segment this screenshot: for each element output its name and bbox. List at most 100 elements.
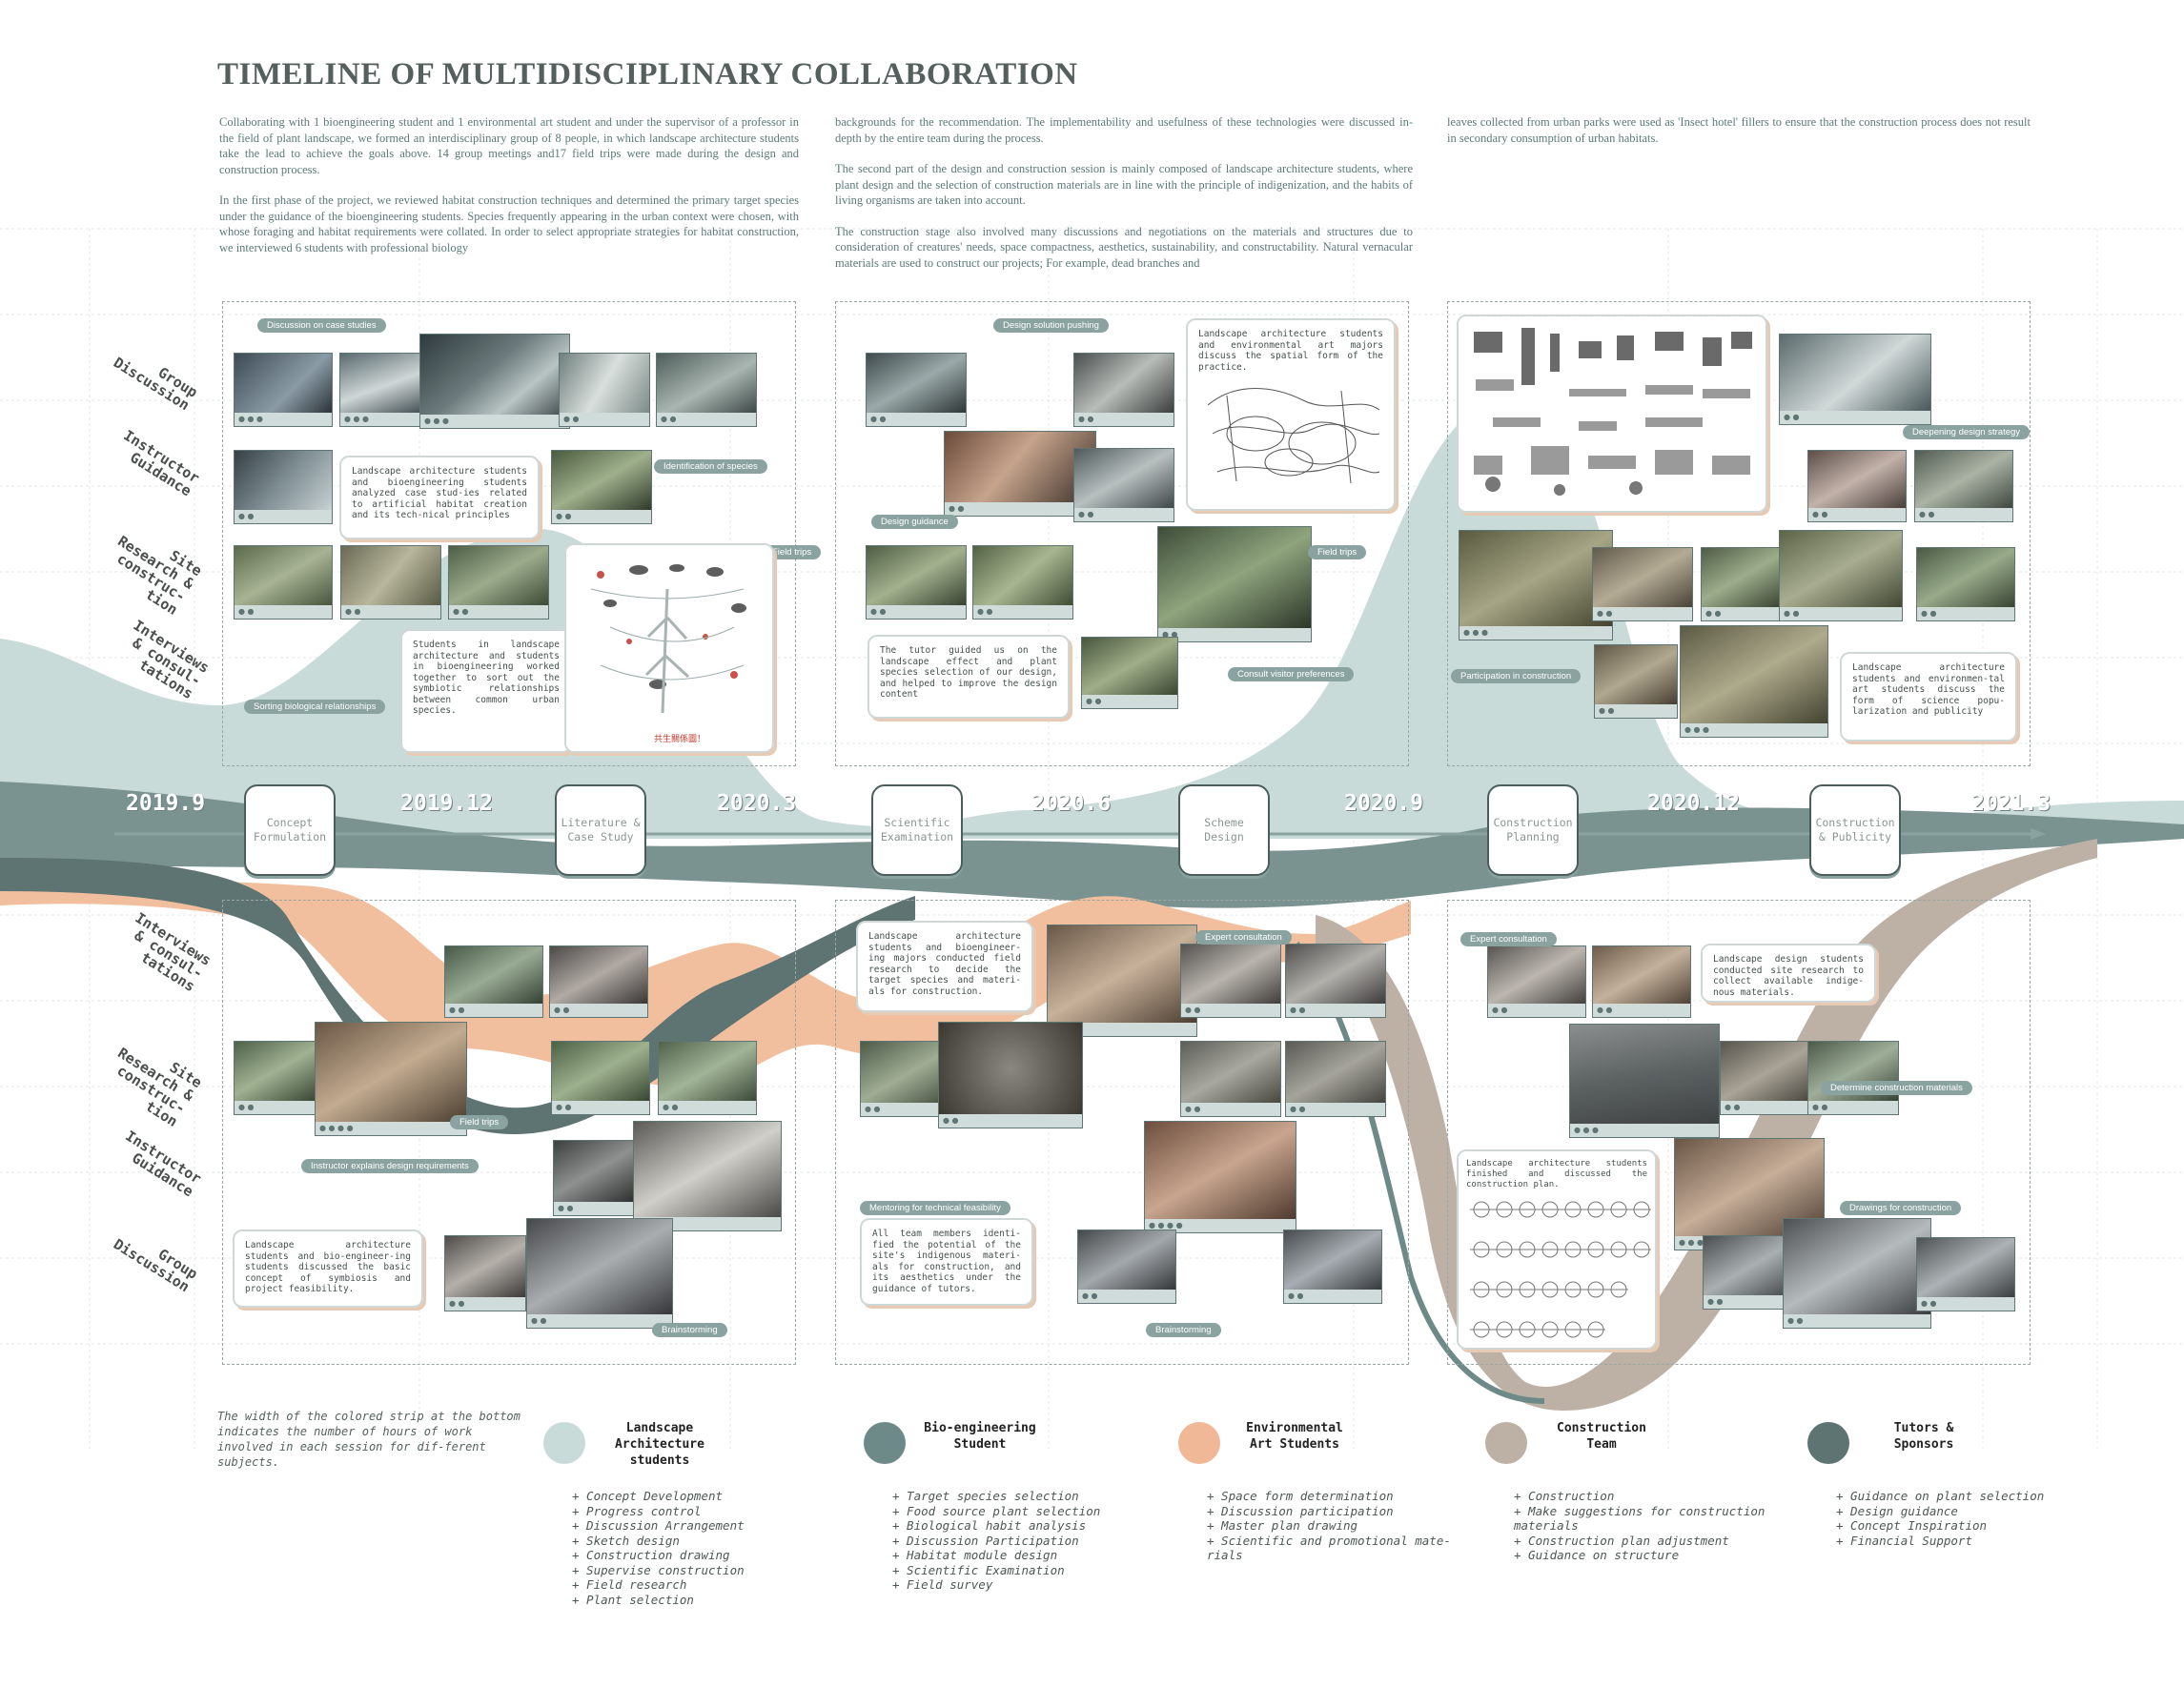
callout-field-research: Landscape architecture students and bioe… (856, 921, 1033, 1012)
photo: ● ● (658, 1041, 757, 1115)
responsibility-item: + Space form determination (1207, 1489, 1394, 1503)
callout-case-analysis: Landscape architecture students and bioe… (339, 456, 540, 539)
spatial-sketch (1207, 388, 1380, 484)
photo: ● ● (1779, 530, 1903, 621)
photo: ● ● (1783, 1218, 1931, 1329)
responsibility-item: + Construction plan adjustment (1514, 1533, 1729, 1548)
responsibility-item: + Scientific and promotional mate-rials (1207, 1533, 1451, 1563)
intro-paragraph: Collaborating with 1 bioengineering stud… (219, 115, 799, 176)
tag-field-trips: Field trips (763, 545, 822, 559)
intro-column-1: Collaborating with 1 bioengineering stud… (219, 114, 799, 271)
responsibility-item: + Progress control (572, 1503, 702, 1518)
tag-field-trips-3: Field trips (450, 1115, 509, 1129)
photo: ● ● ● ● (1144, 1121, 1296, 1233)
photo: ● ● (1180, 944, 1281, 1018)
intro-paragraph: The second part of the design and constr… (835, 162, 1413, 207)
stage-label: Scientific Examination (880, 816, 954, 844)
photo: ● ● (559, 353, 650, 427)
photo: ● ● (938, 1022, 1083, 1128)
photo: ● ● (234, 545, 333, 620)
responsibility-item: + Financial Support (1836, 1533, 1972, 1548)
responsibility-item: + Habitat module design (892, 1548, 1058, 1562)
responsibility-item: + Field research (572, 1577, 687, 1592)
intro-column-2: backgrounds for the recommendation. The … (835, 114, 1413, 286)
photo: ● ● ● ● (315, 1022, 467, 1136)
responsibility-item: + Food source plant selection (892, 1503, 1101, 1518)
responsibility-item: + Discussion Arrangement (572, 1518, 745, 1533)
legend-swatch (543, 1422, 585, 1464)
legend-name: Landscape Architecture students (615, 1421, 704, 1468)
responsibility-item: + Concept Inspiration (1836, 1518, 1988, 1533)
photo: ● ● (549, 945, 648, 1018)
callout-research-board (1457, 315, 1767, 513)
callout-science-publicity: Landscape architecture students and envi… (1840, 652, 2017, 742)
photo: ● ● (1807, 450, 1907, 522)
responsibility-item: + Construction drawing (572, 1548, 730, 1562)
photo: ● ● (1916, 1237, 2015, 1311)
stage-literature-case-study: Literature & Case Study (555, 784, 646, 876)
stage-scheme-design: Scheme Design (1178, 784, 1270, 876)
photo: ● ● (444, 1235, 526, 1311)
stage-construction-planning: Construction Planning (1487, 784, 1579, 876)
photo: ● ● (1592, 945, 1691, 1018)
intro-paragraph: leaves collected from urban parks were u… (1447, 115, 2031, 145)
photo: ● ● ● (419, 334, 570, 429)
responsibility-item: + Guidance on structure (1514, 1548, 1680, 1562)
photo: ● ● ● (1459, 530, 1613, 640)
legend-swatch (864, 1422, 906, 1464)
stage-label: Literature & Case Study (561, 816, 641, 844)
diagram-caption: 共生關係圖！ (654, 734, 706, 744)
tag-determine-materials: Determine construction materials (1821, 1081, 1972, 1095)
intro-paragraph: In the first phase of the project, we re… (219, 193, 799, 254)
photo: ● ● (972, 545, 1073, 620)
responsibility-item: + Master plan drawing (1207, 1518, 1358, 1533)
photo: ● ● (1779, 334, 1931, 425)
tag-brainstorming-1: Brainstorming (652, 1323, 727, 1337)
tag-brainstorming-2: Brainstorming (1146, 1323, 1221, 1337)
stage-construction-publicity: Construction & Publicity (1809, 784, 1901, 876)
responsibility-item: + Guidance on plant selection (1836, 1489, 2045, 1503)
tag-design-solution: Design solution pushing (993, 318, 1109, 333)
responsibility-item: + Concept Development (572, 1489, 724, 1503)
intro-column-3: leaves collected from urban parks were u… (1447, 114, 2031, 161)
year-label: 2021.3 (1971, 791, 2051, 816)
photo: ● ● (553, 1140, 635, 1216)
intro-paragraph: The construction stage also involved man… (835, 224, 1413, 270)
legend-name: Bio-engineering Student (924, 1421, 1036, 1452)
section-frame-top-2 (835, 301, 1409, 766)
photo: ● ● (1081, 637, 1178, 709)
section-frame-bottom-3 (1447, 900, 2031, 1365)
section-frame-top-3 (1447, 301, 2031, 766)
tag-participation: Participation in construction (1451, 669, 1582, 683)
tag-sorting: Sorting biological relationships (244, 700, 386, 714)
photo: ● ● ● (1047, 925, 1197, 1037)
stage-label: Construction & Publicity (1815, 816, 1895, 844)
photo: ● ● (1594, 644, 1678, 719)
photo: ● ● (866, 353, 967, 427)
callout-symbiosis-concept: Landscape architecture students and bio-… (233, 1230, 423, 1308)
photo: ● ● (526, 1218, 673, 1329)
photo: ● ● (1073, 353, 1174, 427)
legend-swatch (1178, 1422, 1220, 1464)
legend-responsibilities: + Target species selection + Food source… (892, 1489, 1178, 1593)
page-title: TIMELINE OF MULTIDISCIPLINARY COLLABORAT… (217, 57, 1078, 91)
photo: ● ● (448, 545, 549, 620)
year-label: 2020.3 (717, 791, 797, 816)
photo: ● ● (1720, 1041, 1819, 1115)
callout-symbiotic: Students in landscape architecture and s… (400, 629, 572, 753)
responsibility-item: + Sketch design (572, 1533, 680, 1548)
bio-strip (0, 782, 2184, 908)
tag-deepening: Deepening design strategy (1903, 425, 2031, 439)
responsibility-item: + Target species selection (892, 1489, 1079, 1503)
photo: ● ● (1487, 945, 1586, 1018)
tag-design-guidance: Design guidance (871, 515, 958, 529)
tag-drawings: Drawings for construction (1840, 1201, 1962, 1215)
photo: ● ● (1807, 1041, 1899, 1115)
responsibility-item: + Supervise construction (572, 1562, 745, 1577)
photo: ● ● (1073, 448, 1174, 522)
photo: ● ● (551, 1041, 650, 1115)
callout-indigenous-materials: All team members identi-fied the potenti… (860, 1218, 1033, 1306)
photo: ● ● (1914, 450, 2013, 522)
callout-tutor-guided: The tutor guided us on the landscape eff… (867, 635, 1070, 719)
callout-site-research: Landscape design students conducted site… (1701, 944, 1876, 1003)
